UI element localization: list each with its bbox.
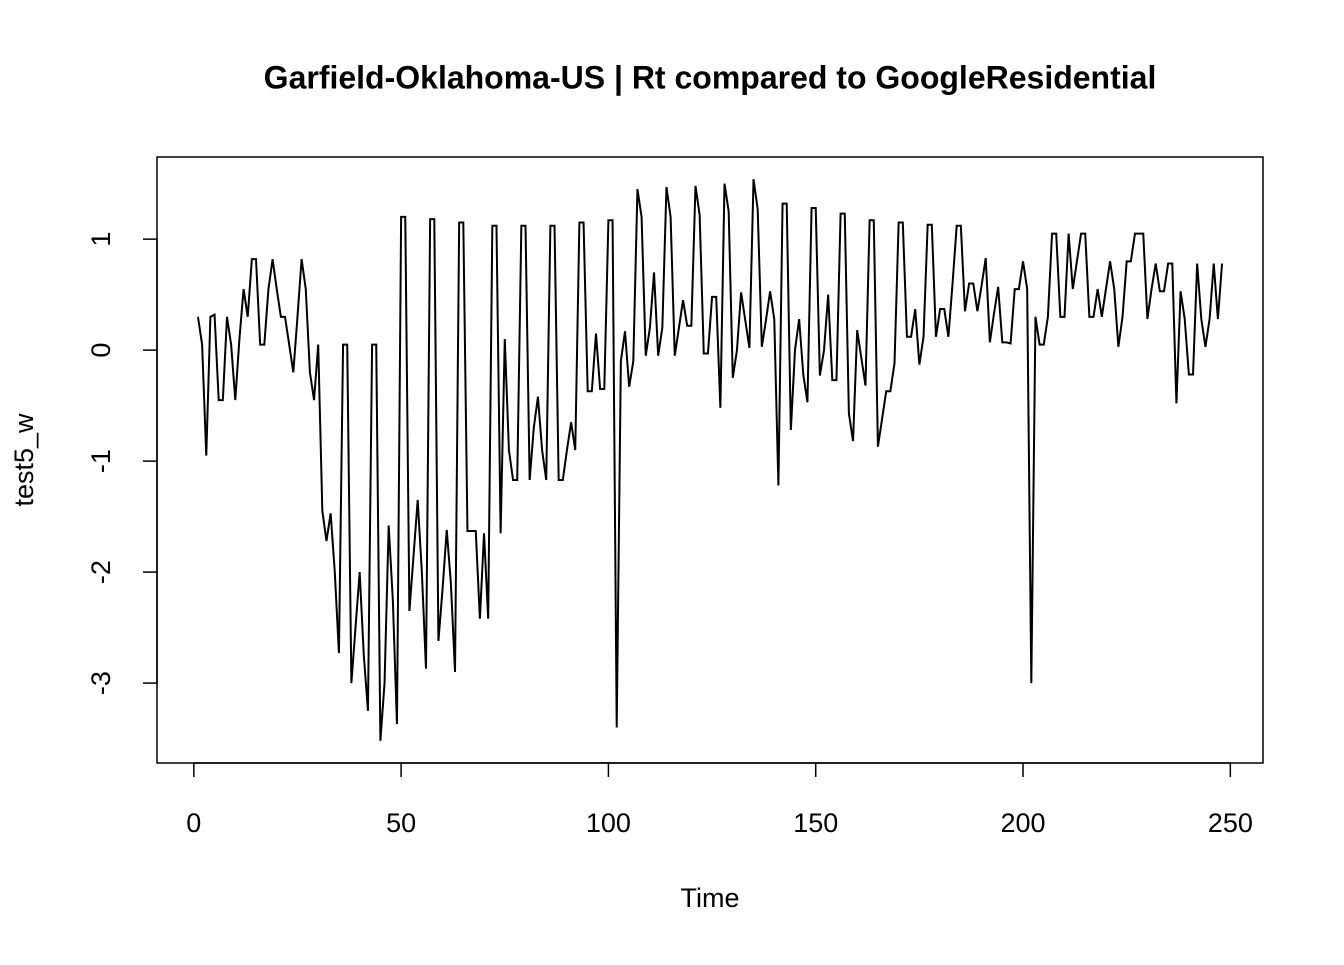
- data-line: [196, 179, 1224, 741]
- y-tick-label: -3: [86, 671, 116, 695]
- y-tick-label: -2: [86, 560, 116, 584]
- y-tick-label: 0: [86, 343, 116, 358]
- chart-title: Garfield-Oklahoma-US | Rt compared to Go…: [264, 59, 1157, 95]
- x-axis-label: Time: [681, 883, 740, 913]
- y-axis-label: test5_w: [9, 413, 39, 507]
- y-tick-label: -1: [86, 449, 116, 473]
- x-tick-label: 0: [186, 808, 201, 838]
- x-tick-label: 250: [1208, 808, 1253, 838]
- x-tick-label: 150: [793, 808, 838, 838]
- y-tick-label: 1: [86, 232, 116, 247]
- x-tick-label: 50: [386, 808, 416, 838]
- x-tick-label: 100: [586, 808, 631, 838]
- x-tick-label: 200: [1000, 808, 1045, 838]
